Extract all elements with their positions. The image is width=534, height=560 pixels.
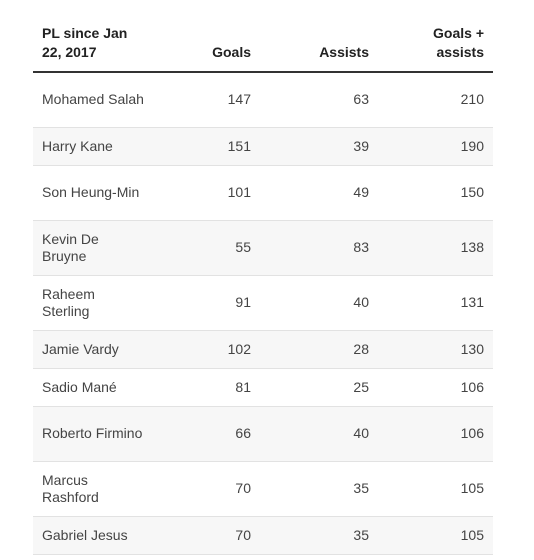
table-row: Kevin De Bruyne 55 83 138 bbox=[33, 220, 493, 276]
assists-cell: 49 bbox=[260, 165, 378, 221]
player-name-cell: Sadio Mané bbox=[33, 368, 154, 407]
player-name-cell: Harry Kane bbox=[33, 127, 154, 166]
goals-plus-assists-cell: 150 bbox=[378, 165, 493, 221]
player-name-cell: Jamie Vardy bbox=[33, 330, 154, 369]
goals-plus-assists-cell: 190 bbox=[378, 127, 493, 166]
goals-plus-assists-cell: 105 bbox=[378, 516, 493, 555]
goals-plus-assists-cell: 138 bbox=[378, 220, 493, 276]
goals-cell: 101 bbox=[154, 165, 260, 221]
goals-plus-assists-cell: 131 bbox=[378, 275, 493, 331]
table-row: Marcus Rashford 70 35 105 bbox=[33, 461, 493, 517]
player-name-cell: Son Heung-Min bbox=[33, 165, 154, 221]
goals-plus-assists-cell: 106 bbox=[378, 406, 493, 462]
assists-cell: 63 bbox=[260, 72, 378, 128]
goals-cell: 55 bbox=[154, 220, 260, 276]
player-name-cell: Gabriel Jesus bbox=[33, 516, 154, 555]
header-assists: Assists bbox=[260, 0, 378, 73]
assists-cell: 35 bbox=[260, 516, 378, 555]
header-period: PL since Jan 22, 2017 bbox=[33, 0, 154, 73]
player-name-cell: Raheem Sterling bbox=[33, 275, 154, 331]
table-row: Roberto Firmino 66 40 106 bbox=[33, 406, 493, 462]
table-row: Gabriel Jesus 70 35 105 bbox=[33, 516, 493, 555]
goals-cell: 70 bbox=[154, 516, 260, 555]
table-row: Son Heung-Min 101 49 150 bbox=[33, 165, 493, 221]
player-name-cell: Kevin De Bruyne bbox=[33, 220, 154, 276]
player-name-cell: Mohamed Salah bbox=[33, 72, 154, 128]
goals-cell: 151 bbox=[154, 127, 260, 166]
goals-plus-assists-cell: 130 bbox=[378, 330, 493, 369]
assists-cell: 25 bbox=[260, 368, 378, 407]
table-row: Harry Kane 151 39 190 bbox=[33, 127, 493, 166]
goals-cell: 147 bbox=[154, 72, 260, 128]
goals-cell: 70 bbox=[154, 461, 260, 517]
player-name-cell: Roberto Firmino bbox=[33, 406, 154, 462]
assists-cell: 28 bbox=[260, 330, 378, 369]
goals-plus-assists-cell: 106 bbox=[378, 368, 493, 407]
goals-cell: 81 bbox=[154, 368, 260, 407]
header-goals: Goals bbox=[154, 0, 260, 73]
table-row: Mohamed Salah 147 63 210 bbox=[33, 72, 493, 128]
table-body: Mohamed Salah 147 63 210 Harry Kane 151 39 190 S… bbox=[33, 72, 493, 555]
assists-cell: 40 bbox=[260, 275, 378, 331]
goals-cell: 91 bbox=[154, 275, 260, 331]
table-row: Jamie Vardy 102 28 130 bbox=[33, 330, 493, 369]
assists-cell: 83 bbox=[260, 220, 378, 276]
assists-cell: 39 bbox=[260, 127, 378, 166]
goals-cell: 66 bbox=[154, 406, 260, 462]
assists-cell: 40 bbox=[260, 406, 378, 462]
goals-plus-assists-cell: 105 bbox=[378, 461, 493, 517]
stats-table: PL since Jan 22, 2017 Goals Assists Goal… bbox=[33, 0, 493, 555]
header-goals-plus-assists: Goals + assists bbox=[378, 0, 493, 73]
table-row: Sadio Mané 81 25 106 bbox=[33, 368, 493, 407]
table-row: Raheem Sterling 91 40 131 bbox=[33, 275, 493, 331]
player-name-cell: Marcus Rashford bbox=[33, 461, 154, 517]
header-row: PL since Jan 22, 2017 Goals Assists Goal… bbox=[33, 0, 493, 73]
assists-cell: 35 bbox=[260, 461, 378, 517]
goals-plus-assists-cell: 210 bbox=[378, 72, 493, 128]
goals-cell: 102 bbox=[154, 330, 260, 369]
